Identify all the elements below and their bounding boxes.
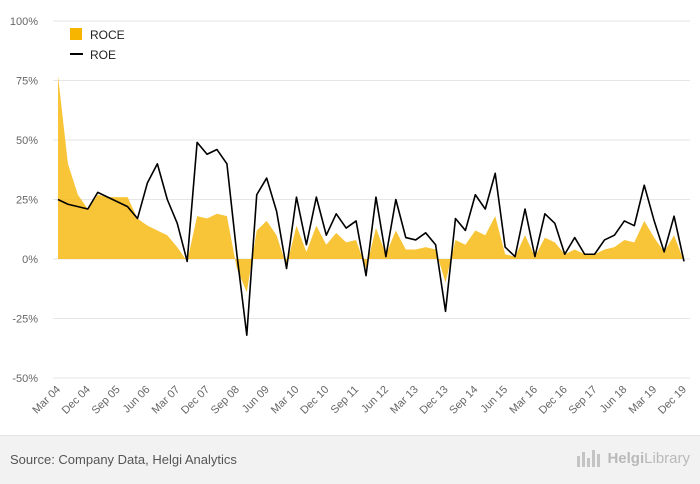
x-tick-label: Sep 05: [90, 384, 123, 417]
x-tick-label: Sep 14: [447, 384, 480, 417]
legend-roce-label: ROCE: [90, 28, 125, 42]
roe-line: [57, 141, 685, 336]
x-tick-label: Jun 12: [359, 384, 391, 416]
logo-mark-icon: [576, 448, 602, 468]
y-tick-label: 50%: [16, 135, 38, 147]
x-tick-label: Sep 08: [209, 384, 242, 417]
x-tick-label: Dec 04: [60, 384, 93, 417]
x-tick-label: Mar 10: [269, 384, 302, 417]
x-tick-label: Sep 11: [329, 384, 362, 417]
helgi-library-logo[interactable]: HelgiLibrary: [576, 448, 690, 468]
x-tick-label: Mar 19: [627, 384, 660, 417]
x-tick-label: Mar 16: [507, 384, 540, 417]
x-tick-label: Dec 10: [298, 384, 331, 417]
roce-area: [58, 75, 684, 293]
x-tick-label: Jun 15: [478, 384, 510, 416]
y-tick-label: -25%: [12, 314, 38, 326]
x-tick-label: Jun 09: [240, 384, 272, 416]
x-tick-label: Dec 19: [656, 384, 689, 417]
y-tick-label: -50%: [12, 373, 38, 385]
grid: [53, 20, 690, 379]
y-tick-label: 0%: [22, 254, 38, 266]
x-tick-label: Mar 07: [150, 384, 183, 417]
plot-area: [57, 75, 685, 336]
logo-text: HelgiLibrary: [607, 450, 690, 467]
x-tick-label: Mar 13: [388, 384, 421, 417]
legend[interactable]: ROCE ROE: [70, 28, 125, 62]
legend-roe-label: ROE: [90, 48, 116, 62]
footer: Source: Company Data, Helgi Analytics He…: [0, 435, 700, 484]
x-tick-label: Dec 16: [537, 384, 570, 417]
logo-text-rest: Library: [644, 449, 690, 467]
x-tick-label: Mar 04: [30, 384, 63, 417]
source-note: Source: Company Data, Helgi Analytics: [10, 452, 237, 467]
x-tick-label: Dec 07: [179, 384, 212, 417]
y-tick-label: 100%: [10, 16, 38, 28]
x-tick-label: Jun 06: [121, 384, 153, 416]
y-tick-label: 25%: [16, 195, 38, 207]
x-tick-label: Dec 13: [418, 384, 451, 417]
logo-text-bold: Helgi: [607, 449, 645, 467]
y-axis: 100% 75% 50% 25% 0% -25% -50%: [10, 16, 38, 385]
legend-roce-swatch: [70, 28, 82, 40]
y-tick-label: 75%: [16, 76, 38, 88]
x-tick-label: Jun 18: [598, 384, 630, 416]
x-tick-label: Sep 17: [567, 384, 600, 417]
